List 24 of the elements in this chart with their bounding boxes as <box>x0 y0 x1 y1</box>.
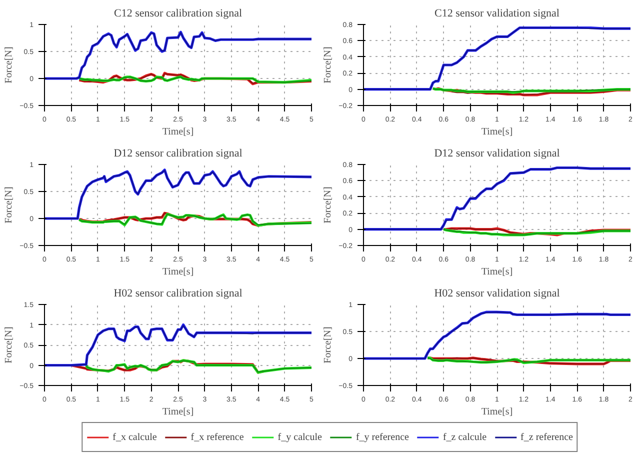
x-axis-title: Time[s] <box>481 406 513 418</box>
chart-title: C12 sensor calibration signal <box>114 8 242 20</box>
y-axis-title: Force[N] <box>4 186 15 224</box>
x-axis-title: Time[s] <box>162 266 194 278</box>
chart-title: D12 sensor calibration signal <box>114 148 242 160</box>
legend-label: f_z calcule <box>442 432 487 442</box>
chart-title: D12 sensor validation signal <box>434 148 560 160</box>
y-axis-title: Force[N] <box>322 326 334 364</box>
legend-label: f_z reference <box>520 432 573 442</box>
legend-label: f_y reference <box>356 432 409 442</box>
y-axis-title: Force[N] <box>4 46 15 84</box>
y-axis-title: Force[N] <box>322 46 334 84</box>
x-axis-title: Time[s] <box>162 406 194 418</box>
legend-label: f_y calcule <box>278 432 322 442</box>
y-axis-title: Force[N] <box>4 326 15 364</box>
x-axis-title: Time[s] <box>481 266 513 278</box>
chart-title: H02 sensor calibration signal <box>114 288 242 300</box>
x-axis-title: Time[s] <box>162 126 194 138</box>
chart-title: H02 sensor validation signal <box>434 288 560 300</box>
chart-title: C12 sensor validation signal <box>434 8 560 20</box>
legend-label: f_x calcule <box>112 432 157 442</box>
legend-label: f_x reference <box>190 432 244 442</box>
y-axis-title: Force[N] <box>322 186 334 224</box>
x-axis-title: Time[s] <box>481 126 513 138</box>
